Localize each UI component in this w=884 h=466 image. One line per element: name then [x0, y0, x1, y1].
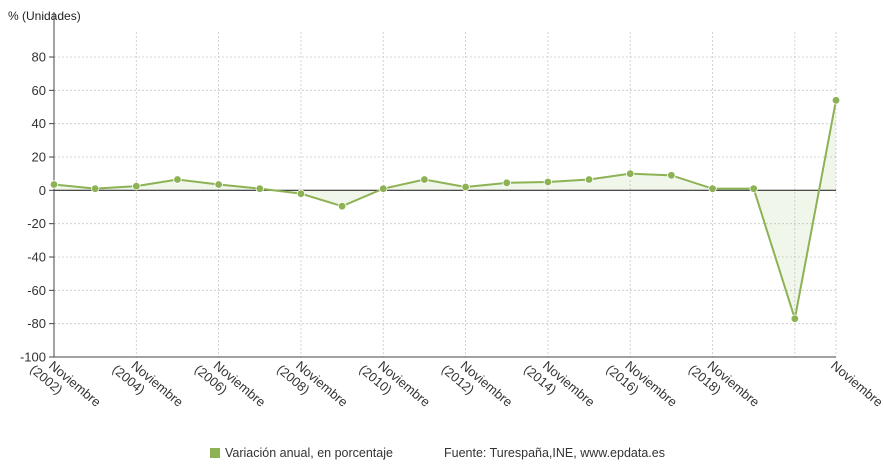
chart-footer: Variación anual, en porcentaje Fuente: T… — [0, 446, 884, 464]
data-point — [379, 184, 388, 193]
line-chart: % (Unidades) 80 60 40 20 0 -20 -40 -60 -80 -100 N… — [8, 9, 884, 410]
x-tick-label: Noviembre(2012) — [439, 358, 516, 410]
x-tick-label: Noviembre(2008) — [274, 358, 351, 410]
data-point — [667, 171, 676, 180]
source-note: Fuente: Turespaña,INE, www.epdata.es — [444, 446, 665, 460]
x-tick-label: Noviembre(2014) — [521, 358, 598, 410]
y-tick-label: 20 — [32, 150, 46, 165]
data-point — [584, 175, 594, 184]
y-tick-label: -20 — [27, 216, 46, 231]
x-tick-label: Noviembre(2006) — [192, 358, 269, 410]
series-polyline — [53, 100, 837, 319]
x-tick-label: Noviembre(2010) — [357, 358, 434, 410]
y-tick-label: -100 — [20, 350, 46, 365]
area-path — [54, 100, 836, 319]
data-point — [708, 184, 717, 193]
data-point — [255, 184, 264, 193]
data-point — [296, 189, 306, 198]
data-point — [49, 180, 59, 189]
x-tick-label: Noviembre(2016) — [603, 358, 680, 410]
grid — [53, 32, 837, 357]
x-tick-label: Noviembre — [828, 358, 884, 410]
legend: Variación anual, en porcentaje — [210, 446, 393, 460]
data-point — [132, 181, 141, 191]
area-fill — [54, 100, 836, 319]
data-point — [626, 169, 635, 178]
x-tick-label-line: Noviembre — [828, 358, 884, 410]
x-tick-label: Noviembre(2004) — [110, 358, 187, 410]
series-line — [53, 100, 837, 319]
legend-label: Variación anual, en porcentaje — [225, 446, 393, 460]
data-point — [90, 184, 100, 193]
y-tick-label: -40 — [27, 250, 46, 265]
data-point — [543, 177, 553, 187]
y-tick-label: -60 — [27, 283, 46, 298]
y-tick-label: 60 — [32, 83, 46, 98]
y-tick-label: 80 — [32, 50, 46, 65]
data-point — [173, 175, 182, 184]
x-tick-label: Noviembre(2018) — [686, 358, 763, 410]
y-tick-label: 0 — [39, 183, 46, 198]
data-point — [502, 178, 511, 188]
data-point — [790, 314, 800, 323]
x-tick-labels: Noviembre(2002) Noviembre(2004) Noviembre(… — [27, 358, 884, 410]
data-point — [337, 201, 347, 211]
y-tick-label: -80 — [27, 316, 46, 331]
data-point — [420, 175, 429, 184]
data-point — [214, 180, 223, 189]
y-axis-label: % (Unidades) — [8, 9, 81, 23]
data-point — [831, 96, 841, 105]
data-point — [749, 184, 758, 193]
y-tick-label: 40 — [32, 116, 46, 131]
data-points — [49, 96, 841, 323]
legend-swatch — [210, 448, 220, 458]
y-tick-labels: 80 60 40 20 0 -20 -40 -60 -80 -100 — [20, 50, 46, 365]
data-point — [461, 182, 470, 192]
